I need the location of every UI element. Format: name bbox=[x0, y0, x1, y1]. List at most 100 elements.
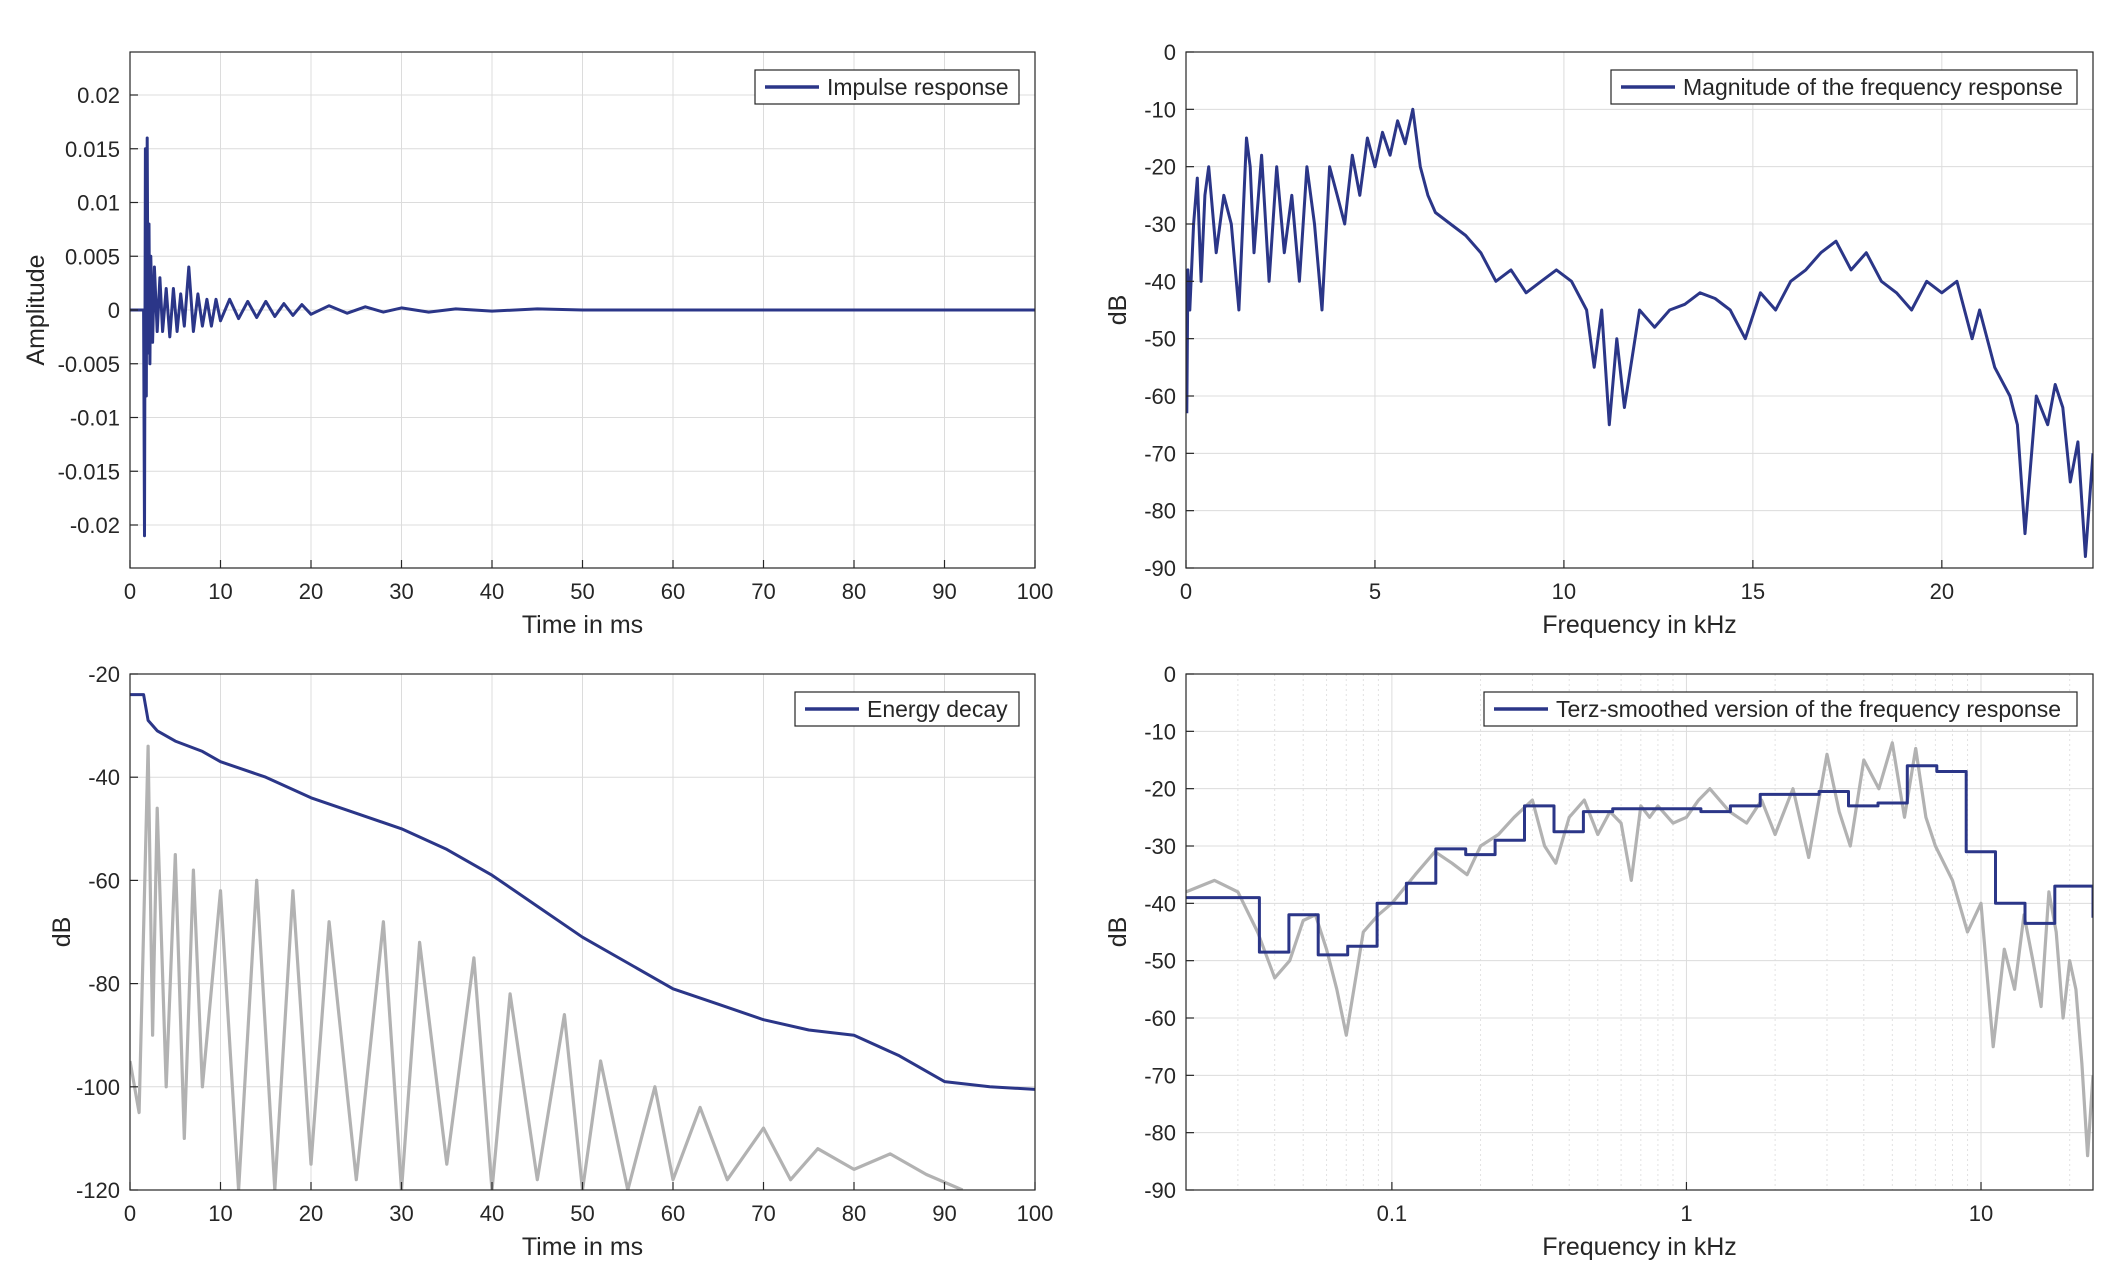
y-tick-label: 0.02 bbox=[77, 83, 120, 108]
y-axis-label: dB bbox=[1104, 295, 1132, 326]
y-tick-label: -0.02 bbox=[70, 513, 120, 538]
x-tick-label: 10 bbox=[1552, 579, 1576, 604]
series-group bbox=[1186, 107, 2093, 558]
x-tick-label: 15 bbox=[1741, 579, 1765, 604]
axes-box bbox=[1185, 673, 2094, 1191]
x-tick-label: 40 bbox=[480, 1201, 504, 1226]
y-tick-label: -10 bbox=[1144, 719, 1176, 744]
y-tick-label: -90 bbox=[1144, 556, 1176, 581]
x-tick-label: 10 bbox=[208, 1201, 232, 1226]
y-tick-label: -40 bbox=[88, 765, 120, 790]
x-tick-label: 70 bbox=[751, 579, 775, 604]
y-tick-label: -80 bbox=[1144, 499, 1176, 524]
legend-label: Impulse response bbox=[827, 74, 1009, 100]
legend: Impulse response bbox=[754, 69, 1020, 105]
y-tick-label: -80 bbox=[88, 972, 120, 997]
y-tick-label: -20 bbox=[88, 662, 120, 687]
legend-label: Energy decay bbox=[867, 696, 1008, 722]
plot-area bbox=[1186, 674, 2093, 1190]
x-tick-label: 30 bbox=[389, 1201, 413, 1226]
y-tick-label: 0.005 bbox=[65, 244, 120, 269]
x-tick-label: 1 bbox=[1680, 1201, 1692, 1226]
legend-box bbox=[1483, 691, 2078, 727]
x-tick-label: 70 bbox=[751, 1201, 775, 1226]
x-tick-label: 0.1 bbox=[1377, 1201, 1408, 1226]
x-tick-label: 80 bbox=[842, 1201, 866, 1226]
axes-box bbox=[1185, 51, 2094, 569]
legend-label: Terz-smoothed version of the frequency r… bbox=[1556, 696, 2061, 722]
y-tick-label: -20 bbox=[1144, 155, 1176, 180]
series-group bbox=[1186, 741, 2093, 1158]
y-tick-label: -10 bbox=[1144, 97, 1176, 122]
x-tick-label: 60 bbox=[661, 579, 685, 604]
x-tick-label: 100 bbox=[1017, 579, 1054, 604]
y-tick-label: 0.015 bbox=[65, 137, 120, 162]
impulse-response-panel: 0 10 20 30 40 50 60 70 80 90 100 0.02 0.015 0.01 0.005… bbox=[22, 51, 1054, 639]
y-tick-label: -40 bbox=[1144, 891, 1176, 916]
x-tick-label: 5 bbox=[1369, 579, 1381, 604]
y-axis-label: dB bbox=[48, 917, 76, 948]
x-tick-label: 100 bbox=[1017, 1201, 1054, 1226]
energy-decay-panel: 0 10 20 30 40 50 60 70 80 90 100 -20 -40 -60 -80 -100 -1… bbox=[48, 662, 1053, 1261]
legend: Terz-smoothed version of the frequency r… bbox=[1483, 691, 2078, 727]
series-line-primary bbox=[130, 136, 1035, 538]
grid bbox=[1186, 673, 2093, 1191]
y-tick-label: -60 bbox=[1144, 1006, 1176, 1031]
x-axis-label: Time in ms bbox=[522, 1233, 643, 1261]
x-tick-label: 0 bbox=[124, 579, 136, 604]
y-tick-label: -20 bbox=[1144, 777, 1176, 802]
y-tick-label: -40 bbox=[1144, 269, 1176, 294]
y-tick-label: -120 bbox=[76, 1178, 120, 1203]
series-group bbox=[130, 693, 1035, 1190]
x-tick-label: 0 bbox=[124, 1201, 136, 1226]
series-line-primary bbox=[1186, 764, 2093, 957]
series-line-gray bbox=[130, 744, 964, 1190]
y-axis-label: dB bbox=[1104, 917, 1132, 948]
terz-smoothed-panel: 0.1 1 10 0 -10 -20 -30 -40 -50 -60 -70 -80 -90 Freque… bbox=[1104, 662, 2094, 1261]
legend-box bbox=[1610, 69, 2078, 105]
x-axis-label: Frequency in kHz bbox=[1542, 611, 1737, 639]
legend: Magnitude of the frequency response bbox=[1610, 69, 2078, 105]
y-tick-label: -60 bbox=[88, 868, 120, 893]
y-tick-label: -80 bbox=[1144, 1121, 1176, 1146]
y-tick-label: -90 bbox=[1144, 1178, 1176, 1203]
x-tick-label: 90 bbox=[932, 1201, 956, 1226]
y-tick-label: -60 bbox=[1144, 384, 1176, 409]
y-tick-label: -70 bbox=[1144, 1063, 1176, 1088]
y-tick-label: -0.005 bbox=[58, 352, 120, 377]
x-tick-label: 10 bbox=[1969, 1201, 1993, 1226]
y-tick-label: 0.01 bbox=[77, 191, 120, 216]
x-axis-label: Frequency in kHz bbox=[1542, 1233, 1737, 1261]
y-tick-label: 0 bbox=[1164, 662, 1176, 687]
y-tick-label: -0.01 bbox=[70, 406, 120, 431]
magnitude-response-panel: 0 5 10 15 20 0 -10 -20 -30 -40 -50 -60 -70 -80 -90 Freq… bbox=[1104, 40, 2094, 639]
y-tick-label: -100 bbox=[76, 1075, 120, 1100]
y-tick-label: 0 bbox=[1164, 40, 1176, 65]
series-line-primary bbox=[1186, 107, 2093, 558]
x-tick-label: 10 bbox=[208, 579, 232, 604]
y-tick-label: -50 bbox=[1144, 327, 1176, 352]
x-tick-label: 20 bbox=[1930, 579, 1954, 604]
series-group bbox=[130, 136, 1035, 538]
y-tick-label: -0.015 bbox=[58, 459, 120, 484]
legend-label: Magnitude of the frequency response bbox=[1683, 74, 2063, 100]
x-tick-label: 90 bbox=[932, 579, 956, 604]
y-tick-label: -30 bbox=[1144, 834, 1176, 859]
y-tick-label: -30 bbox=[1144, 212, 1176, 237]
x-tick-label: 50 bbox=[570, 1201, 594, 1226]
x-tick-label: 30 bbox=[389, 579, 413, 604]
y-tick-label: 0 bbox=[108, 298, 120, 323]
y-tick-label: -70 bbox=[1144, 441, 1176, 466]
y-tick-label: -50 bbox=[1144, 949, 1176, 974]
x-tick-label: 20 bbox=[299, 1201, 323, 1226]
series-line-primary bbox=[130, 693, 1035, 1091]
x-tick-label: 60 bbox=[661, 1201, 685, 1226]
legend: Energy decay bbox=[794, 691, 1020, 727]
x-axis-label: Time in ms bbox=[522, 611, 643, 639]
x-tick-label: 40 bbox=[480, 579, 504, 604]
x-tick-label: 0 bbox=[1180, 579, 1192, 604]
x-tick-label: 50 bbox=[570, 579, 594, 604]
x-tick-label: 80 bbox=[842, 579, 866, 604]
x-tick-label: 20 bbox=[299, 579, 323, 604]
